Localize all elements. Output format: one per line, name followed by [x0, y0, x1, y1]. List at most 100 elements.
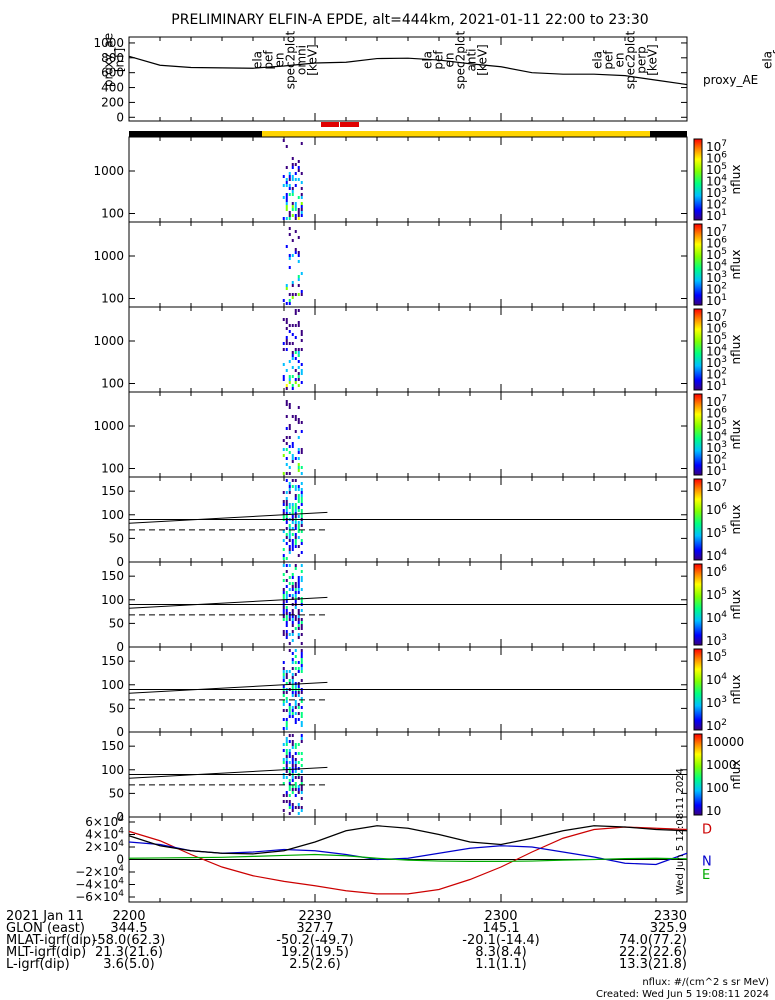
- flux-cell: [291, 163, 294, 166]
- flux-cell: [300, 193, 303, 196]
- flux-cell: [291, 615, 294, 618]
- flux-cell: [294, 588, 297, 591]
- pa_ch2-colorbar-label: nflux: [729, 675, 743, 705]
- flux-cell: [291, 712, 294, 715]
- flux-cell: [297, 585, 300, 588]
- flux-cell: [291, 806, 294, 809]
- flux-cell: [288, 806, 291, 809]
- flux-cell: [297, 612, 300, 615]
- flux-cell: [294, 251, 297, 254]
- flux-cell: [285, 166, 288, 169]
- flux-cell: [297, 670, 300, 673]
- axis-row-value: 2200: [112, 909, 145, 924]
- flux-cell: [297, 591, 300, 594]
- flux-cell: [294, 336, 297, 339]
- flux-cell: [282, 217, 285, 220]
- flux-cell: [285, 400, 288, 403]
- flux-cell: [291, 239, 294, 242]
- flux-cell: [285, 740, 288, 743]
- axis-row-value: -20.1(-14.4): [462, 933, 539, 948]
- flux-cell: [291, 415, 294, 418]
- flux-cell: [300, 272, 303, 275]
- flux-cell: [297, 633, 300, 636]
- flux-cell: [282, 667, 285, 670]
- flux-cell: [282, 554, 285, 557]
- flux-cell: [288, 217, 291, 220]
- flux-cell: [282, 794, 285, 797]
- flux-cell: [285, 184, 288, 187]
- spec_anti-colorbar-tick: 101: [706, 293, 727, 308]
- flux-cell: [291, 779, 294, 782]
- pa_ch2-colorbar-tick: 102: [706, 718, 727, 733]
- pa_ch1-tick-label: 0: [116, 640, 124, 654]
- flux-cell: [291, 333, 294, 336]
- flux-cell: [285, 564, 288, 567]
- flux-cell: [300, 737, 303, 740]
- flux-cell: [285, 591, 288, 594]
- flux-cell: [300, 494, 303, 497]
- spec_perp-ylabel: elapefenspec2plotperp[keV]: [591, 30, 660, 89]
- flux-cell: [294, 794, 297, 797]
- flux-cell: [291, 576, 294, 579]
- flux-cell: [297, 169, 300, 172]
- flux-cell: [300, 691, 303, 694]
- flux-cell: [297, 785, 300, 788]
- flux-cell: [294, 618, 297, 621]
- flux-cell: [294, 217, 297, 220]
- flux-cell: [282, 743, 285, 746]
- flux-cell: [297, 360, 300, 363]
- flux-cell: [291, 715, 294, 718]
- flux-cell: [300, 809, 303, 812]
- flux-cell: [288, 427, 291, 430]
- spec_perp-frame: [128, 306, 688, 393]
- axis-row-value: 2230: [298, 909, 331, 924]
- flux-cell: [288, 482, 291, 485]
- flux-cell: [300, 788, 303, 791]
- flux-cell: [291, 676, 294, 679]
- spec_para-colorbar: [693, 393, 703, 476]
- flux-cell: [300, 363, 303, 366]
- flux-cell: [297, 448, 300, 451]
- flux-cell: [300, 649, 303, 652]
- igrf-tick-label: −4×104: [75, 877, 124, 892]
- flux-cell: [294, 533, 297, 536]
- flux-cell: [282, 618, 285, 621]
- pa_ch0-tick-label: 50: [109, 531, 124, 545]
- proxy_ae-tick-label: 1000: [93, 36, 124, 50]
- flux-cell: [285, 776, 288, 779]
- pa_ch3-colorbar-label: nflux: [729, 760, 743, 790]
- flux-cell: [300, 330, 303, 333]
- flux-cell: [297, 348, 300, 351]
- flux-cell: [300, 758, 303, 761]
- flux-cell: [297, 366, 300, 369]
- flux-cell: [288, 299, 291, 302]
- flux-cell: [294, 415, 297, 418]
- flux-cell: [300, 576, 303, 579]
- proxy_ae-tick-label: 0: [116, 110, 124, 124]
- flux-cell: [297, 485, 300, 488]
- flux-cell: [300, 764, 303, 767]
- flux-cell: [294, 785, 297, 788]
- flux-cell: [282, 800, 285, 803]
- pa_ch2-loss-cone-line: [128, 681, 328, 694]
- spec_omni-colorbar-tick: 101: [706, 208, 727, 223]
- flux-cell: [297, 545, 300, 548]
- flux-cell: [291, 597, 294, 600]
- flux-cell: [294, 536, 297, 539]
- flux-cell: [294, 485, 297, 488]
- flux-cell: [291, 758, 294, 761]
- flux-cell: [285, 630, 288, 633]
- flux-cell: [285, 479, 288, 482]
- proxy_ae-tick-label: 800: [101, 51, 124, 65]
- flux-cell: [294, 457, 297, 460]
- flux-cell: [300, 551, 303, 554]
- flux-cell: [285, 145, 288, 148]
- flux-cell: [300, 339, 303, 342]
- flux-cell: [291, 205, 294, 208]
- flux-cell: [282, 615, 285, 618]
- axis-row-label: 2021 Jan 11: [6, 909, 84, 924]
- igrf-series-label: N: [702, 854, 712, 869]
- flux-cell: [288, 424, 291, 427]
- flux-cell: [300, 721, 303, 724]
- flux-cell: [291, 193, 294, 196]
